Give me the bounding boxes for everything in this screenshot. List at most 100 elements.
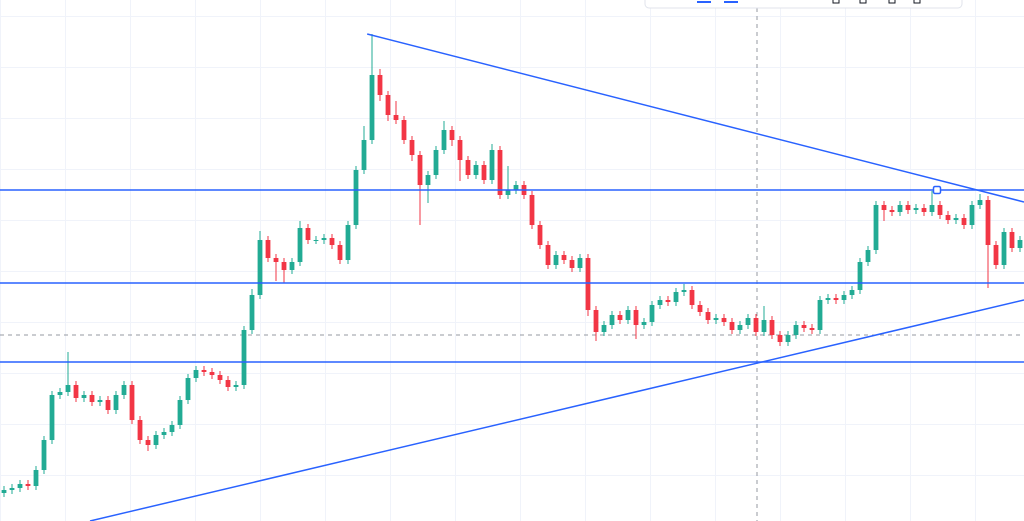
candle-body [473, 165, 479, 175]
candle-body [481, 165, 487, 180]
candle-body [17, 484, 23, 488]
candle-body [857, 262, 863, 290]
candle-body [145, 440, 151, 445]
candle-body [593, 310, 599, 332]
candle-body [625, 310, 631, 320]
candle-body [265, 240, 271, 258]
candle-body [737, 325, 743, 330]
candle-body [713, 318, 719, 320]
candle-body [273, 258, 279, 262]
candle-body [585, 258, 591, 310]
drawing-toolbar[interactable] [644, 0, 963, 9]
candle-body [953, 218, 959, 220]
candle-body [57, 392, 63, 395]
candle-body [641, 322, 647, 325]
candle-body [321, 238, 327, 240]
candle-body [73, 385, 79, 398]
candle-body [601, 325, 607, 332]
candle-body [673, 292, 679, 302]
candle-body [401, 120, 407, 140]
candle-body [25, 484, 31, 486]
candle-body [305, 228, 311, 240]
candle-body [97, 400, 103, 402]
candle-body [529, 195, 535, 225]
candle-body [545, 245, 551, 265]
candle-body [777, 335, 783, 342]
candle-body [665, 300, 671, 302]
candle-body [345, 225, 351, 260]
candle-body [745, 318, 751, 325]
candle-body [369, 75, 375, 140]
candle-body [353, 170, 359, 225]
candle-body [569, 260, 575, 268]
candle-body [209, 372, 215, 375]
line-handle[interactable] [932, 185, 942, 195]
candle-body [633, 310, 639, 325]
candle-body [241, 330, 247, 385]
candle-body [233, 385, 239, 387]
candle-body [913, 208, 919, 210]
toolbar-icon[interactable] [913, 0, 921, 4]
candle-body [457, 140, 463, 160]
candle-body [537, 225, 543, 245]
candle-body [161, 432, 167, 435]
candle-body [881, 205, 887, 210]
candle-body [937, 205, 943, 215]
candle-body [761, 320, 767, 332]
candle-body [649, 305, 655, 322]
toolbar-icon[interactable] [859, 0, 867, 4]
candle-body [417, 155, 423, 185]
toolbar-icon[interactable] [888, 0, 896, 4]
candle-body [177, 400, 183, 425]
candle-body [289, 262, 295, 270]
candle-body [929, 205, 935, 212]
candle-body [377, 75, 383, 95]
candle-body [65, 385, 71, 392]
candle-body [121, 385, 127, 395]
candle-body [689, 290, 695, 305]
candle-body [801, 325, 807, 328]
candle-body [873, 205, 879, 250]
candle-body [513, 185, 519, 190]
candle-body [849, 290, 855, 295]
candle-body [705, 312, 711, 320]
candle-body [113, 395, 119, 410]
candle-body [921, 208, 927, 212]
toolbar-line-width[interactable] [724, 1, 738, 3]
candle-body [329, 238, 335, 245]
candle-body [945, 215, 951, 220]
candle-body [1017, 240, 1023, 248]
candle-body [785, 335, 791, 342]
trend-line [89, 299, 1024, 521]
candle-body [9, 488, 15, 490]
plot-area [0, 33, 1024, 521]
toolbar-line-style[interactable] [697, 1, 711, 3]
candle-body [721, 318, 727, 322]
candle-body [681, 290, 687, 292]
candle-body [977, 200, 983, 205]
candle-body [249, 295, 255, 330]
candle-body [753, 318, 759, 332]
candle-body [361, 140, 367, 170]
candle-body [489, 150, 495, 180]
candle-body [729, 322, 735, 330]
candle-body [697, 305, 703, 312]
candle-body [201, 370, 207, 372]
candle-body [905, 205, 911, 210]
candle-body [889, 210, 895, 212]
candle-body [841, 295, 847, 300]
toolbar-icon[interactable] [832, 0, 840, 4]
candle-body [153, 435, 159, 445]
candle-body [281, 262, 287, 270]
candle-body [105, 400, 111, 410]
candle-body [1009, 232, 1015, 248]
candle-body [129, 385, 135, 420]
candle-body [817, 300, 823, 330]
candle-body [225, 380, 231, 387]
candle-body [409, 140, 415, 155]
candle-body [193, 370, 199, 378]
candle-body [81, 395, 87, 398]
candle-body [49, 395, 55, 440]
